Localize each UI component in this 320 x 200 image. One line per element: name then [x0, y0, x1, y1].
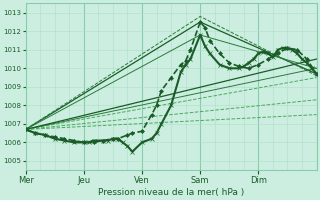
X-axis label: Pression niveau de la mer( hPa ): Pression niveau de la mer( hPa ): [98, 188, 244, 197]
